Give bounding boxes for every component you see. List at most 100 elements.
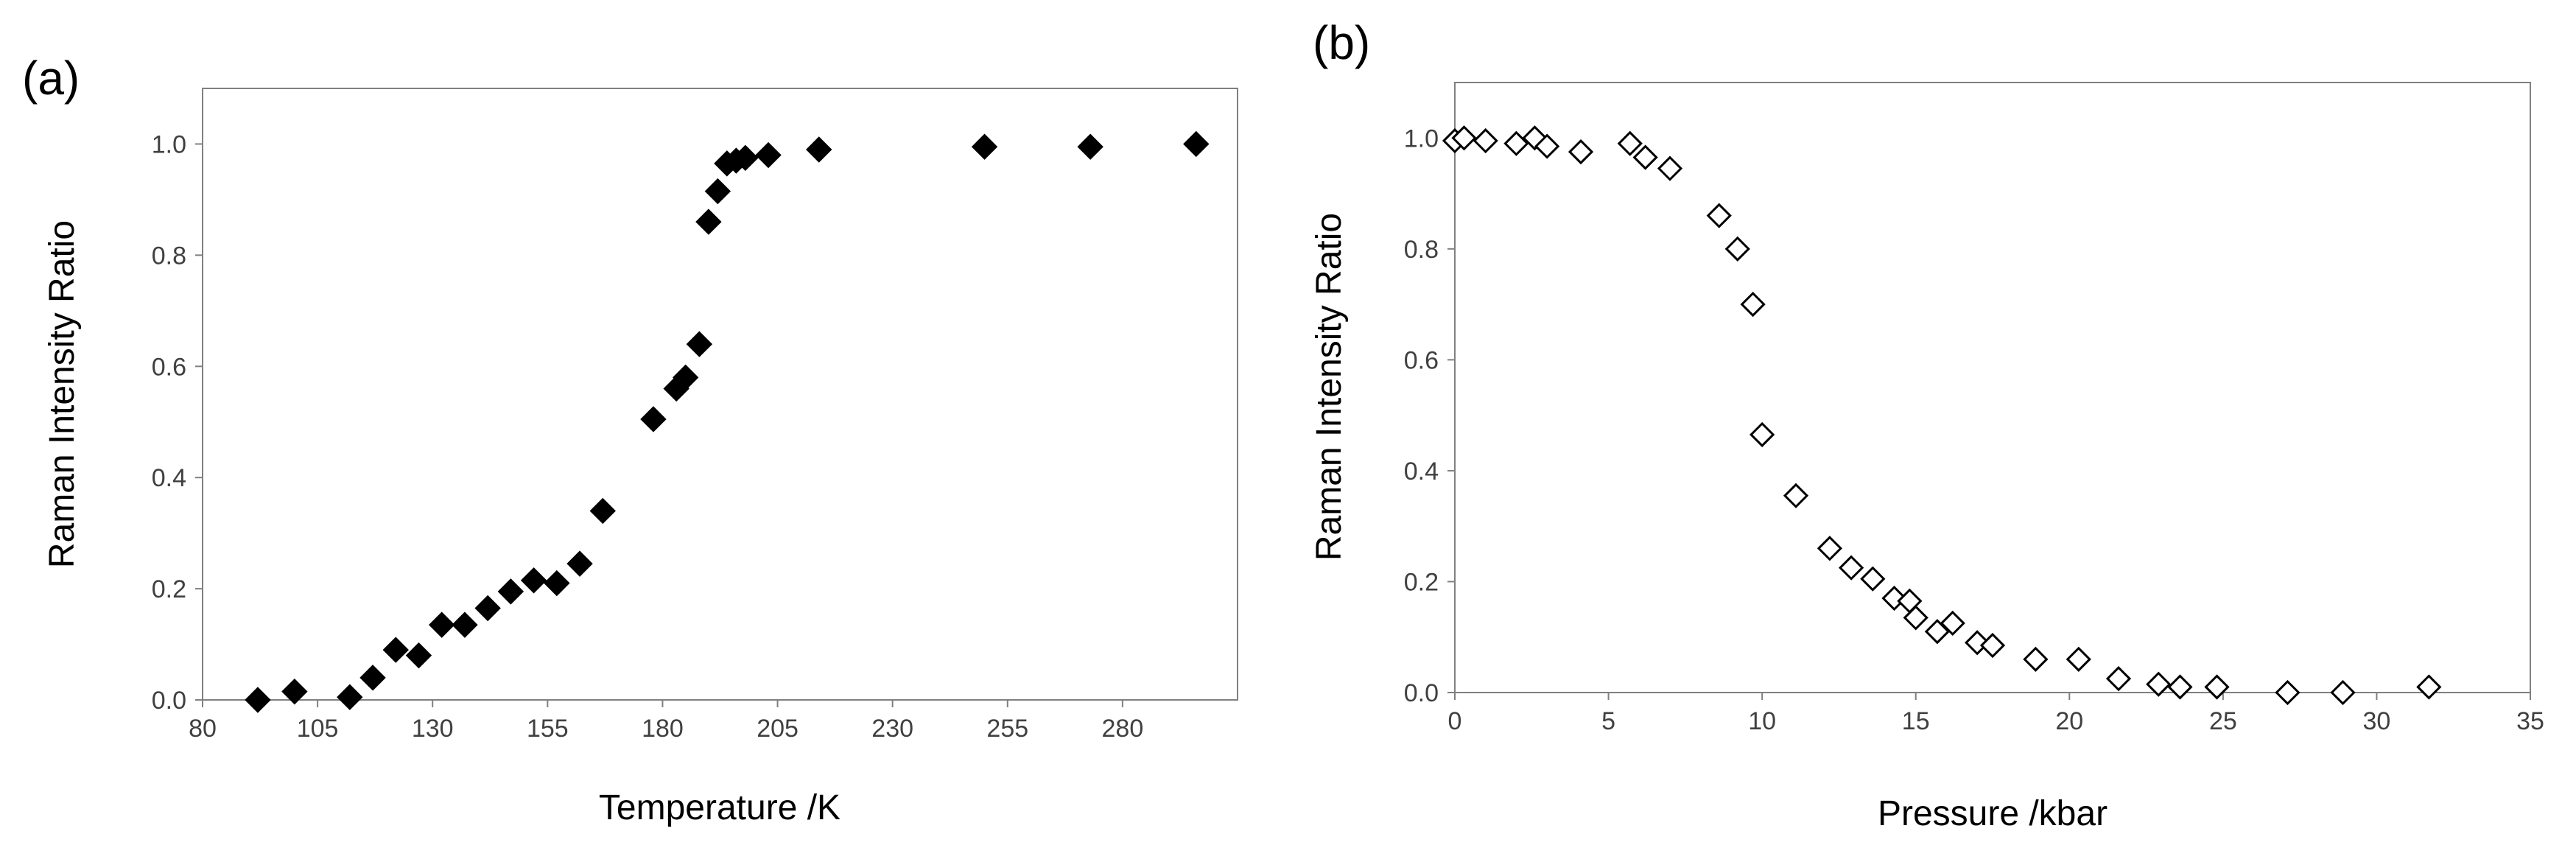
- data-point: [281, 678, 308, 705]
- data-point: [520, 567, 547, 594]
- data-point: [704, 178, 731, 205]
- data-point: [1451, 125, 1477, 151]
- data-point: [1979, 632, 2006, 659]
- data-point: [2105, 666, 2132, 692]
- chart-panel-a: (a) 80 105 130 155 180 205 230 255 280 0.0 0.2 0.4…: [22, 52, 1238, 827]
- data-point: [429, 612, 455, 638]
- data-point: [589, 497, 616, 525]
- x-tick-label: 230: [871, 715, 913, 743]
- data-point: [732, 144, 759, 172]
- data-point: [566, 550, 593, 577]
- data-point: [544, 570, 570, 597]
- data-point: [1473, 127, 1498, 154]
- y-axis-ticks-a: 0.0 0.2 0.4 0.6 0.8 1.0: [152, 130, 203, 715]
- data-point: [1940, 610, 1965, 637]
- data-point: [1860, 566, 1886, 592]
- x-tick-label: 10: [1748, 707, 1776, 735]
- data-points-b: [1442, 125, 2442, 706]
- panel-label-b: (b): [1313, 16, 1370, 69]
- data-point: [382, 637, 409, 663]
- x-axis-label-a: Temperature /K: [599, 788, 840, 827]
- data-point: [2330, 679, 2356, 706]
- data-point: [2167, 674, 2193, 700]
- data-point: [2275, 679, 2300, 706]
- data-point: [1817, 536, 1843, 561]
- x-tick-label: 280: [1102, 715, 1144, 743]
- data-point: [452, 612, 478, 638]
- data-point: [971, 133, 998, 160]
- y-tick-label: 0.6: [152, 353, 186, 381]
- x-tick-label: 5: [1601, 707, 1615, 735]
- data-point: [806, 136, 832, 163]
- data-point: [1534, 133, 1560, 159]
- data-point: [1724, 236, 1750, 262]
- y-tick-label: 0.4: [152, 464, 186, 492]
- y-tick-label: 0.6: [1404, 346, 1439, 374]
- panel-label-a: (a): [22, 52, 80, 105]
- x-tick-label: 15: [1902, 707, 1930, 735]
- y-axis-ticks-b: 0.0 0.2 0.4 0.6 0.8 1.0: [1404, 125, 1455, 707]
- y-tick-label: 0.0: [1404, 679, 1439, 707]
- y-tick-label: 0.0: [152, 687, 186, 715]
- x-tick-label: 180: [642, 715, 684, 743]
- y-tick-label: 1.0: [1404, 125, 1439, 153]
- data-point: [1924, 619, 1951, 645]
- x-tick-label: 80: [189, 715, 217, 743]
- x-tick-label: 205: [757, 715, 799, 743]
- y-tick-label: 0.8: [1404, 236, 1439, 264]
- y-tick-label: 0.8: [152, 242, 186, 270]
- x-axis-ticks-a: 80 105 130 155 180 205 230 255 280: [189, 700, 1143, 743]
- data-point: [672, 364, 699, 391]
- x-axis-ticks-b: 0 5 10 15 20 25 30 35: [1448, 693, 2544, 735]
- data-point: [497, 578, 524, 605]
- data-point: [1657, 155, 1683, 181]
- data-point: [640, 406, 667, 432]
- data-point: [1077, 133, 1103, 160]
- y-axis-label-b: Raman Intensity Ratio: [1310, 213, 1349, 561]
- data-point: [1706, 203, 1732, 228]
- data-point: [2416, 674, 2442, 700]
- x-axis-label-b: Pressure /kbar: [1878, 794, 2108, 833]
- x-tick-label: 0: [1448, 707, 1462, 735]
- data-point: [1503, 130, 1529, 156]
- x-tick-label: 35: [2516, 707, 2544, 735]
- data-point: [2204, 674, 2230, 700]
- data-point: [686, 331, 713, 357]
- data-point: [1838, 555, 1864, 581]
- data-point: [337, 684, 363, 710]
- y-tick-label: 0.2: [152, 575, 186, 603]
- x-tick-label: 255: [986, 715, 1028, 743]
- x-tick-label: 130: [412, 715, 454, 743]
- x-tick-label: 20: [2055, 707, 2083, 735]
- data-point: [1740, 291, 1766, 318]
- data-point: [1617, 130, 1643, 156]
- data-point: [2023, 646, 2049, 672]
- plot-area-b: [1454, 82, 2531, 693]
- y-axis-label-a: Raman Intensity Ratio: [43, 220, 82, 568]
- y-tick-label: 0.4: [1404, 458, 1439, 486]
- x-tick-label: 25: [2209, 707, 2237, 735]
- data-point: [245, 687, 271, 713]
- data-point: [1522, 125, 1548, 151]
- chart-panel-b: (b) 0 5 10 15 20 25 30 35 0.0 0.2 0.4 0.6 0.8 1.0 Pr…: [1310, 16, 2544, 833]
- data-point: [1632, 144, 1658, 170]
- data-point: [359, 665, 386, 691]
- x-tick-label: 30: [2363, 707, 2391, 735]
- y-tick-label: 1.0: [152, 130, 186, 158]
- y-tick-label: 0.2: [1404, 568, 1439, 596]
- data-point: [755, 141, 782, 169]
- data-points-a: [245, 130, 1210, 713]
- x-tick-label: 155: [527, 715, 569, 743]
- data-point: [474, 595, 501, 622]
- data-point: [1783, 483, 1809, 508]
- data-point: [1903, 605, 1929, 631]
- data-point: [1568, 139, 1594, 165]
- data-point: [405, 642, 432, 669]
- data-point: [1183, 130, 1210, 158]
- data-point: [2146, 671, 2172, 697]
- data-point: [695, 209, 722, 235]
- data-point: [1749, 421, 1775, 448]
- data-point: [2066, 646, 2091, 672]
- x-tick-label: 105: [297, 715, 339, 743]
